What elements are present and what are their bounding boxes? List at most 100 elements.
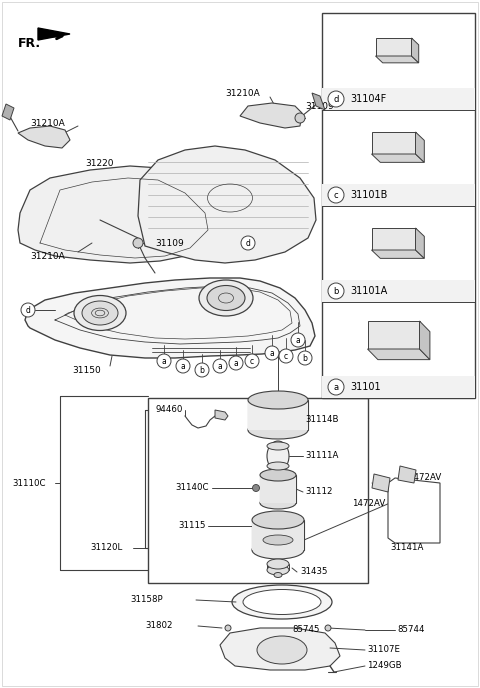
Text: 31109: 31109 <box>305 102 334 111</box>
Text: d: d <box>246 239 251 248</box>
Polygon shape <box>312 93 325 110</box>
Text: d: d <box>25 305 30 314</box>
Circle shape <box>328 187 344 203</box>
Text: 31141A: 31141A <box>390 544 423 552</box>
Text: c: c <box>250 356 254 365</box>
Bar <box>372 228 416 250</box>
Polygon shape <box>25 278 315 358</box>
Ellipse shape <box>267 559 289 569</box>
Circle shape <box>279 349 293 363</box>
Text: FR.: FR. <box>18 36 41 50</box>
Circle shape <box>195 363 209 377</box>
Text: 85744: 85744 <box>397 625 424 634</box>
Polygon shape <box>420 321 430 360</box>
Text: 31112: 31112 <box>305 488 333 497</box>
Text: 31210A: 31210A <box>30 118 65 127</box>
Circle shape <box>291 333 305 347</box>
Circle shape <box>21 303 35 317</box>
Ellipse shape <box>260 497 296 509</box>
Text: b: b <box>302 354 307 363</box>
Circle shape <box>328 283 344 299</box>
Text: 31210A: 31210A <box>225 89 260 98</box>
Circle shape <box>133 238 143 248</box>
Ellipse shape <box>257 636 307 664</box>
Circle shape <box>295 113 305 123</box>
Bar <box>368 321 420 349</box>
Bar <box>252 520 304 550</box>
Ellipse shape <box>252 541 304 559</box>
Text: 31802: 31802 <box>145 621 172 630</box>
Text: a: a <box>270 349 275 358</box>
Text: 1472AV: 1472AV <box>408 473 441 482</box>
Polygon shape <box>372 250 424 259</box>
Text: c: c <box>334 191 338 200</box>
Text: a: a <box>180 361 185 371</box>
Bar <box>372 132 416 154</box>
Circle shape <box>229 356 243 370</box>
Text: 1249GB: 1249GB <box>367 661 402 671</box>
Ellipse shape <box>248 391 308 409</box>
Text: 31101: 31101 <box>350 382 381 392</box>
Text: a: a <box>334 383 338 391</box>
Text: 31220: 31220 <box>85 158 113 167</box>
Text: 31120L: 31120L <box>90 544 122 552</box>
Text: 31210A: 31210A <box>30 252 65 261</box>
Polygon shape <box>416 132 424 162</box>
Ellipse shape <box>74 296 126 330</box>
Ellipse shape <box>232 585 332 619</box>
Bar <box>148 398 368 583</box>
Ellipse shape <box>267 442 289 450</box>
Polygon shape <box>375 56 419 63</box>
Text: 31140C: 31140C <box>175 484 208 493</box>
Circle shape <box>225 625 231 631</box>
Ellipse shape <box>252 511 304 529</box>
Bar <box>322 184 475 206</box>
Polygon shape <box>416 228 424 259</box>
Polygon shape <box>368 349 430 360</box>
Polygon shape <box>240 103 302 128</box>
Text: 1472AV: 1472AV <box>352 499 385 508</box>
Circle shape <box>213 359 227 373</box>
Ellipse shape <box>267 565 289 575</box>
Polygon shape <box>38 28 70 40</box>
Circle shape <box>252 484 260 491</box>
Ellipse shape <box>260 469 296 481</box>
Polygon shape <box>372 154 424 162</box>
Circle shape <box>176 359 190 373</box>
Text: 31158P: 31158P <box>130 596 163 605</box>
Polygon shape <box>411 38 419 63</box>
Ellipse shape <box>274 572 282 577</box>
Ellipse shape <box>243 590 321 614</box>
Polygon shape <box>138 146 316 263</box>
Text: 31107E: 31107E <box>367 645 400 654</box>
Bar <box>322 13 475 398</box>
Bar <box>260 475 296 503</box>
Text: 31111A: 31111A <box>305 451 338 460</box>
Polygon shape <box>215 410 228 420</box>
Polygon shape <box>398 466 416 483</box>
Text: 31101B: 31101B <box>350 190 387 200</box>
Text: 85745: 85745 <box>292 625 320 634</box>
Bar <box>322 88 475 110</box>
Circle shape <box>241 236 255 250</box>
Text: 94460: 94460 <box>155 405 182 414</box>
Circle shape <box>265 346 279 360</box>
Ellipse shape <box>207 286 245 310</box>
Ellipse shape <box>199 280 253 316</box>
Circle shape <box>157 354 171 368</box>
Text: a: a <box>234 358 239 367</box>
Text: 31109: 31109 <box>155 239 184 248</box>
Polygon shape <box>220 628 340 670</box>
Polygon shape <box>2 104 14 120</box>
Polygon shape <box>388 478 440 543</box>
Text: 31435: 31435 <box>300 568 327 577</box>
Polygon shape <box>18 126 70 148</box>
Text: 31150: 31150 <box>72 365 101 374</box>
Circle shape <box>328 379 344 395</box>
Text: 31104F: 31104F <box>350 94 386 104</box>
Text: b: b <box>333 286 339 296</box>
Text: 31115: 31115 <box>178 522 205 530</box>
Circle shape <box>298 351 312 365</box>
Circle shape <box>328 91 344 107</box>
Ellipse shape <box>82 301 118 325</box>
